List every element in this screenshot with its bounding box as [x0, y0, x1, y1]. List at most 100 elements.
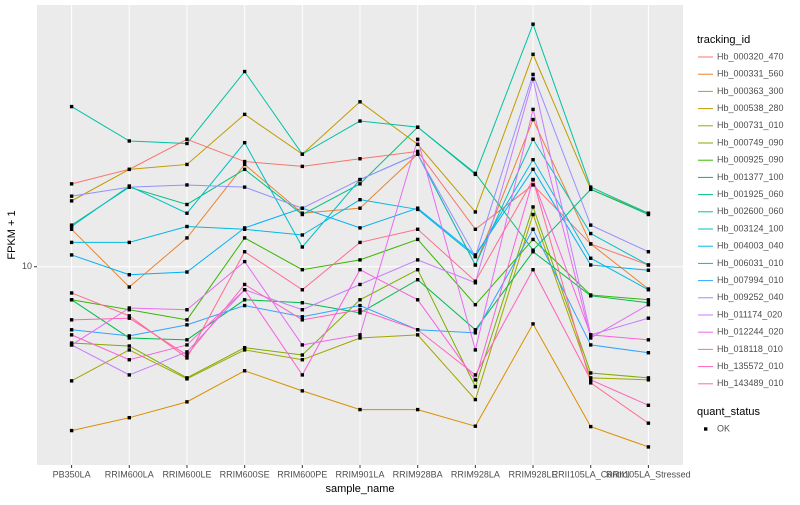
data-point — [589, 185, 593, 189]
data-point — [242, 282, 247, 287]
data-point — [531, 107, 535, 112]
data-point — [300, 389, 305, 393]
data-point — [589, 343, 593, 347]
data-point — [589, 336, 593, 340]
data-point — [646, 288, 651, 292]
data-point — [185, 323, 189, 327]
data-point — [358, 303, 362, 308]
data-point — [358, 100, 362, 104]
data-point — [589, 333, 593, 337]
data-point — [358, 298, 362, 302]
x-axis-title: sample_name — [325, 483, 394, 495]
data-point — [185, 224, 189, 229]
data-point — [589, 256, 593, 260]
data-point — [589, 223, 593, 227]
legend-label: Hb_004003_040 — [717, 241, 784, 251]
data-point — [242, 159, 247, 164]
data-point — [242, 112, 247, 117]
data-point — [646, 421, 651, 425]
data-point — [589, 242, 593, 246]
data-point — [473, 331, 478, 335]
data-point — [242, 69, 247, 74]
x-tick-label: RRIM928BA — [393, 469, 443, 479]
legend-label: Hb_018118_010 — [717, 344, 783, 354]
data-point — [185, 211, 189, 215]
data-point — [185, 338, 189, 342]
data-point — [242, 185, 247, 189]
legend-label: Hb_006031_010 — [717, 258, 784, 268]
data-point — [69, 240, 74, 245]
data-point — [127, 348, 131, 352]
legend-label: Hb_011174_020 — [717, 309, 782, 319]
data-point — [127, 167, 131, 172]
data-point — [300, 308, 305, 312]
data-point — [300, 245, 305, 249]
data-point — [242, 303, 247, 308]
legend-label: Hb_000538_280 — [717, 103, 784, 113]
legend-label: Hb_000331_560 — [717, 69, 784, 79]
data-point — [358, 282, 362, 287]
data-point — [127, 373, 131, 377]
data-point — [358, 177, 362, 182]
data-point — [589, 187, 593, 192]
data-point — [473, 384, 478, 389]
data-point — [242, 167, 247, 172]
data-point — [242, 250, 247, 254]
data-point — [300, 301, 305, 305]
data-point — [127, 314, 131, 318]
data-point — [69, 199, 74, 203]
plot — [34, 5, 683, 468]
data-point — [185, 318, 189, 322]
data-point — [415, 137, 420, 141]
data-point — [69, 379, 74, 383]
legend-label: Hb_000363_300 — [717, 86, 784, 96]
data-point — [415, 149, 420, 154]
x-tick-label: RRIM600SE — [220, 469, 270, 479]
legend-label: Hb_000731_010 — [717, 120, 784, 130]
data-point — [358, 308, 362, 312]
data-point — [358, 336, 362, 340]
data-point — [69, 428, 74, 433]
data-point — [415, 237, 420, 242]
data-point — [69, 328, 74, 332]
data-point — [127, 358, 131, 362]
legend-title: tracking_id — [697, 34, 750, 46]
data-point — [415, 328, 420, 332]
data-point — [242, 162, 247, 167]
data-point — [185, 270, 189, 274]
data-point — [127, 185, 131, 189]
legend-label: Hb_000749_090 — [717, 137, 784, 147]
data-point — [69, 224, 74, 229]
data-point — [589, 376, 593, 380]
data-point — [69, 333, 74, 337]
data-point — [300, 206, 305, 210]
data-point — [646, 338, 651, 342]
data-point — [69, 227, 74, 231]
data-point — [185, 343, 189, 347]
data-point — [415, 333, 420, 337]
data-point — [646, 211, 651, 215]
data-point — [646, 250, 651, 254]
data-point — [589, 231, 593, 236]
data-point — [242, 259, 247, 264]
legend-label: Hb_000925_090 — [717, 155, 784, 165]
data-point — [127, 316, 131, 320]
data-point — [358, 206, 362, 210]
data-point — [242, 236, 247, 240]
data-point — [69, 104, 74, 109]
data-point — [531, 248, 535, 252]
data-point — [185, 356, 189, 360]
data-point — [646, 268, 651, 272]
data-point — [358, 258, 362, 262]
data-point — [300, 358, 305, 362]
data-point — [358, 226, 362, 230]
data-point — [589, 381, 593, 385]
data-point — [473, 227, 478, 231]
data-point — [531, 227, 535, 231]
data-point — [473, 424, 478, 428]
legend-label: Hb_001925_060 — [717, 189, 784, 199]
data-point — [185, 137, 189, 141]
legend-label: Hb_007994_010 — [717, 275, 784, 285]
data-point — [531, 157, 535, 162]
data-point — [69, 253, 74, 257]
